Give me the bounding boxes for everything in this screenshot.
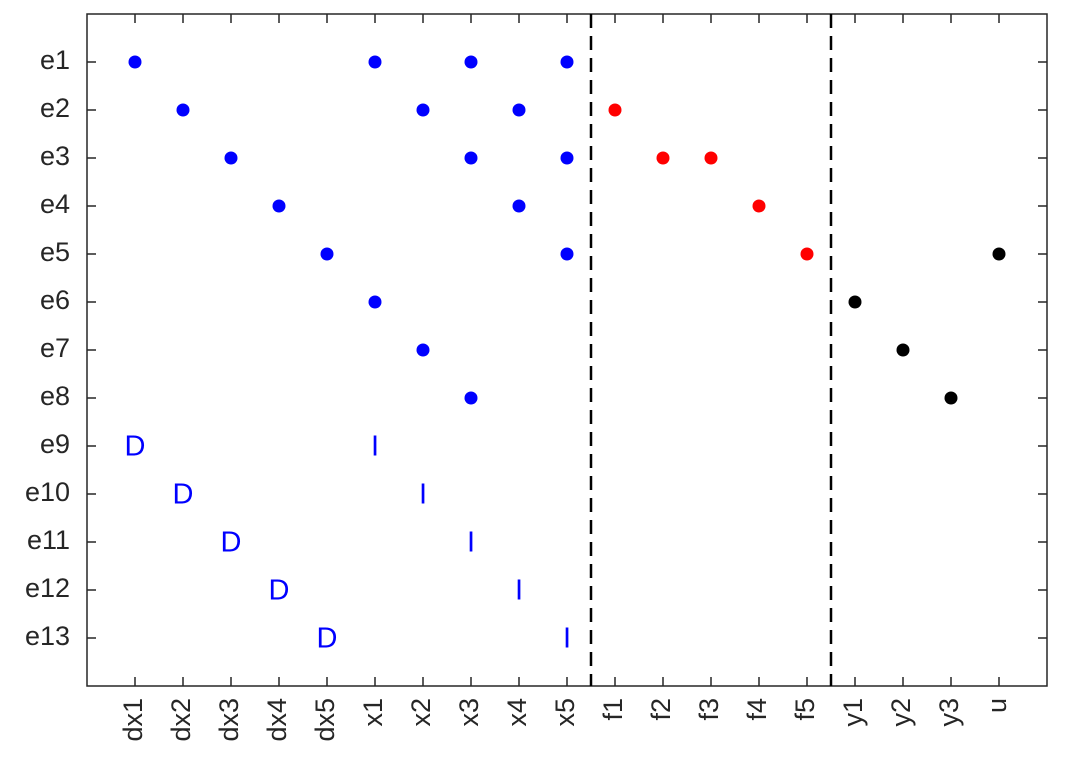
y-tick-label: e9 [40, 429, 70, 459]
y-tick-label: e6 [40, 285, 70, 315]
point [176, 103, 190, 117]
x-tick-label: f5 [790, 698, 820, 721]
x-tick-label: u [982, 698, 1012, 713]
x-tick-label: x1 [358, 698, 388, 727]
x-tick-label: y3 [934, 698, 964, 727]
y-tick-label: e7 [40, 333, 70, 363]
point [560, 247, 574, 261]
y-tick-label: e10 [25, 477, 70, 507]
y-tick-label: e13 [25, 621, 70, 651]
point [368, 295, 382, 309]
point-label: I [467, 527, 475, 559]
y-tick-label: e3 [40, 141, 70, 171]
point [848, 295, 862, 309]
x-tick-label: dx4 [262, 698, 292, 742]
point [320, 247, 334, 261]
x-tick-label: f4 [742, 698, 772, 721]
x-tick-label: f3 [694, 698, 724, 721]
point [224, 151, 238, 165]
point [800, 247, 814, 261]
y-tick-label: e5 [40, 237, 70, 267]
point [368, 55, 382, 69]
x-tick-label: y1 [838, 698, 868, 727]
point [464, 151, 478, 165]
x-tick-label: dx1 [118, 698, 148, 742]
point [272, 199, 286, 213]
point-label: I [419, 479, 427, 511]
point-label: I [371, 431, 379, 463]
y-tick-label: e11 [27, 525, 70, 555]
x-tick-label: x2 [406, 698, 436, 727]
point [752, 199, 766, 213]
x-tick-label: dx3 [214, 698, 244, 742]
point [944, 391, 958, 405]
y-tick-label: e12 [25, 573, 70, 603]
x-tick-label: x5 [550, 698, 580, 727]
point-label: D [221, 527, 242, 559]
point-label: D [125, 431, 146, 463]
x-tick-label: x4 [502, 698, 532, 727]
x-tick-label: dx2 [166, 698, 196, 742]
point [416, 343, 430, 357]
x-tick-label: x3 [454, 698, 484, 727]
y-tick-label: e4 [40, 189, 70, 219]
point [512, 199, 526, 213]
point [656, 151, 670, 165]
point [896, 343, 910, 357]
point [464, 391, 478, 405]
point-label: I [515, 575, 523, 607]
point-label: D [173, 479, 194, 511]
point [992, 247, 1006, 261]
x-tick-label: f2 [646, 698, 676, 721]
point-label: I [563, 623, 571, 655]
point [416, 103, 430, 117]
point [608, 103, 622, 117]
x-tick-label: dx5 [310, 698, 340, 742]
x-tick-label: y2 [886, 698, 916, 727]
x-tick-label: f1 [598, 698, 628, 721]
y-tick-label: e8 [40, 381, 70, 411]
point [704, 151, 718, 165]
point [512, 103, 526, 117]
point-label: D [269, 575, 290, 607]
y-tick-label: e2 [40, 93, 70, 123]
point [560, 151, 574, 165]
point [560, 55, 574, 69]
point [128, 55, 142, 69]
y-tick-label: e1 [40, 45, 70, 75]
point-label: D [317, 623, 338, 655]
point [464, 55, 478, 69]
